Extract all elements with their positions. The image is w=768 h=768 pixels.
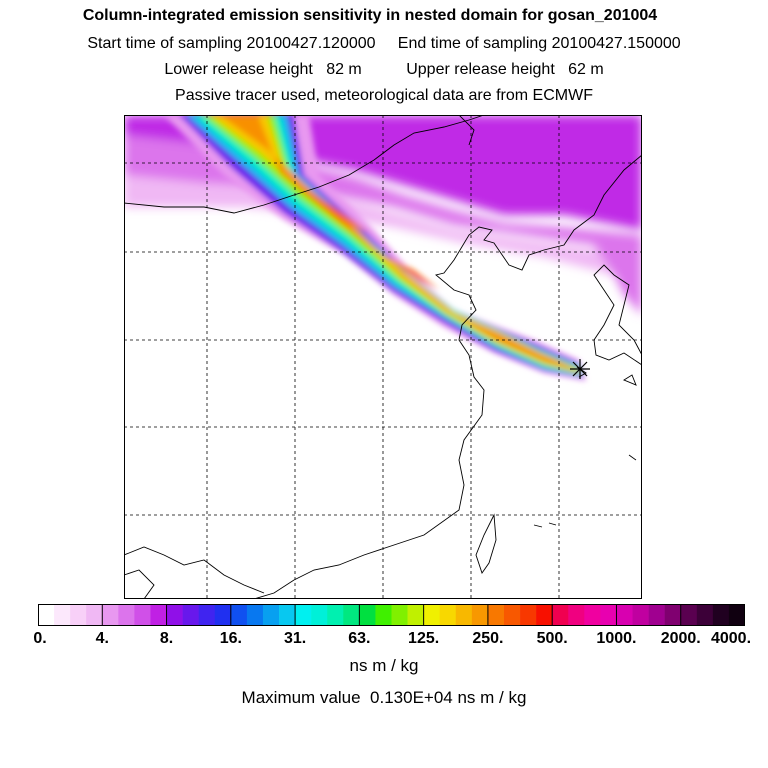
colorbar-segment <box>214 604 232 626</box>
emission-plume <box>164 115 586 381</box>
colorbar-segment <box>230 604 248 626</box>
colorbar-tick-label: 250. <box>472 630 504 647</box>
colorbar-segment <box>327 604 344 626</box>
colorbar-tick-label: 1000. <box>596 630 637 647</box>
colorbar-segment <box>262 604 280 626</box>
colorbar-segment <box>102 604 119 626</box>
sampling-times: Start time of sampling 20100427.120000 E… <box>0 35 768 53</box>
colorbar-segment <box>182 604 199 626</box>
colorbar-tick-label: 63. <box>348 630 371 647</box>
colorbar-segment <box>632 604 649 626</box>
colorbar-segment <box>471 604 489 626</box>
sensitivity-map <box>124 115 642 599</box>
colorbar-segment <box>343 604 360 626</box>
colorbar-segment <box>520 604 537 626</box>
colorbar-tick-label: 31. <box>283 630 307 647</box>
colorbar-segment <box>118 604 135 626</box>
colorbar-segment <box>198 604 216 626</box>
colorbar-tick-label: 0. <box>33 630 47 647</box>
colorbar-segment <box>616 604 633 626</box>
colorbar-frame <box>38 604 745 626</box>
colorbar-segment <box>696 604 714 626</box>
colorbar-segment <box>648 604 665 626</box>
sampling-end: End time of sampling 20100427.150000 <box>397 35 681 52</box>
colorbar-segment <box>86 604 103 626</box>
colorbar-segment <box>134 604 151 626</box>
sampling-start: Start time of sampling 20100427.120000 <box>87 35 376 52</box>
colorbar-segment <box>536 604 553 626</box>
colorbar-tick-label: 4. <box>95 630 109 647</box>
lower-release-height: Lower release height 82 m <box>164 61 362 78</box>
colorbar-segment <box>680 604 698 626</box>
colorbar-segment <box>166 604 183 626</box>
colorbar-tick-label: 125. <box>408 630 440 647</box>
colorbar-segment <box>150 604 167 626</box>
colorbar-segment <box>295 604 312 626</box>
maximum-value: Maximum value 0.130E+04 ns m / kg <box>241 688 527 707</box>
colorbar-segment <box>407 604 424 626</box>
colorbar-segment <box>503 604 521 626</box>
colorbar-units: ns m / kg <box>349 656 419 675</box>
colorbar-segment <box>439 604 457 626</box>
tracer-note: Passive tracer used, meteorological data… <box>175 87 593 104</box>
colorbar-segment <box>279 604 296 626</box>
colorbar-segment <box>552 604 569 626</box>
colorbar-segment <box>600 604 617 626</box>
plot-title: Column-integrated emission sensitivity i… <box>82 7 658 24</box>
colorbar-segment <box>568 604 585 626</box>
colorbar-tick-label: 500. <box>536 630 568 647</box>
lat-lon-grid <box>124 115 642 599</box>
colorbar-segment <box>391 604 408 626</box>
colorbar-segment <box>455 604 473 626</box>
colorbar-segment <box>584 604 601 626</box>
colorbar-tick-label: 2000. <box>660 630 701 647</box>
colorbar-segment <box>423 604 441 626</box>
colorbar-segment <box>70 604 87 626</box>
colorbar-segment <box>311 604 328 626</box>
colorbar-segment <box>728 604 745 626</box>
upper-release-height: Upper release height 62 m <box>406 61 604 78</box>
colorbar <box>38 604 745 626</box>
star-icon <box>570 359 590 379</box>
coastlines <box>124 115 642 599</box>
colorbar-segment <box>359 604 376 626</box>
colorbar-tick-label: 16. <box>219 630 242 647</box>
colorbar-segment <box>487 604 505 626</box>
colorbar-segment <box>38 604 55 626</box>
colorbar-tick-label: 8. <box>159 630 174 647</box>
colorbar-segment <box>664 604 682 626</box>
colorbar-segment <box>712 604 730 626</box>
colorbar-segment <box>375 604 392 626</box>
colorbar-segment <box>54 604 71 626</box>
colorbar-tick-label: 4000. <box>710 630 752 647</box>
colorbar-segment <box>246 604 264 626</box>
release-heights: Lower release height 82 m Upper release … <box>0 61 768 79</box>
